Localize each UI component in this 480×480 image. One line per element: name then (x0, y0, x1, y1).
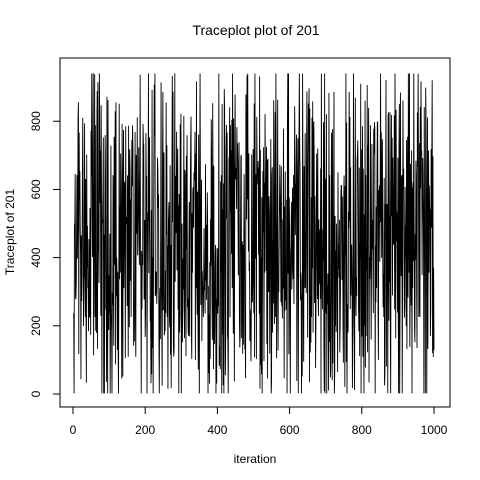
x-axis-title: iteration (234, 452, 277, 466)
x-tick-label: 400 (207, 423, 227, 437)
series-layer (72, 73, 435, 394)
y-axis-title: Traceplot of 201 (3, 189, 17, 276)
y-tick-label: 0 (29, 390, 43, 397)
x-tick-label: 800 (352, 423, 372, 437)
x-tick-label: 200 (135, 423, 155, 437)
trace-series-line (72, 73, 435, 394)
chart-title: Traceplot plot of 201 (192, 22, 319, 38)
x-tick-label: 1000 (421, 423, 448, 437)
y-tick-label: 200 (29, 315, 43, 335)
y-tick-label: 400 (29, 247, 43, 267)
y-tick-label: 800 (29, 111, 43, 131)
y-tick-label: 600 (29, 179, 43, 199)
x-tick-label: 0 (70, 423, 77, 437)
x-axis: 0 200 400 600 800 1000 (70, 406, 448, 437)
x-tick-label: 600 (280, 423, 300, 437)
y-axis: 0 200 400 600 800 (29, 111, 61, 397)
plot-area (72, 73, 435, 394)
